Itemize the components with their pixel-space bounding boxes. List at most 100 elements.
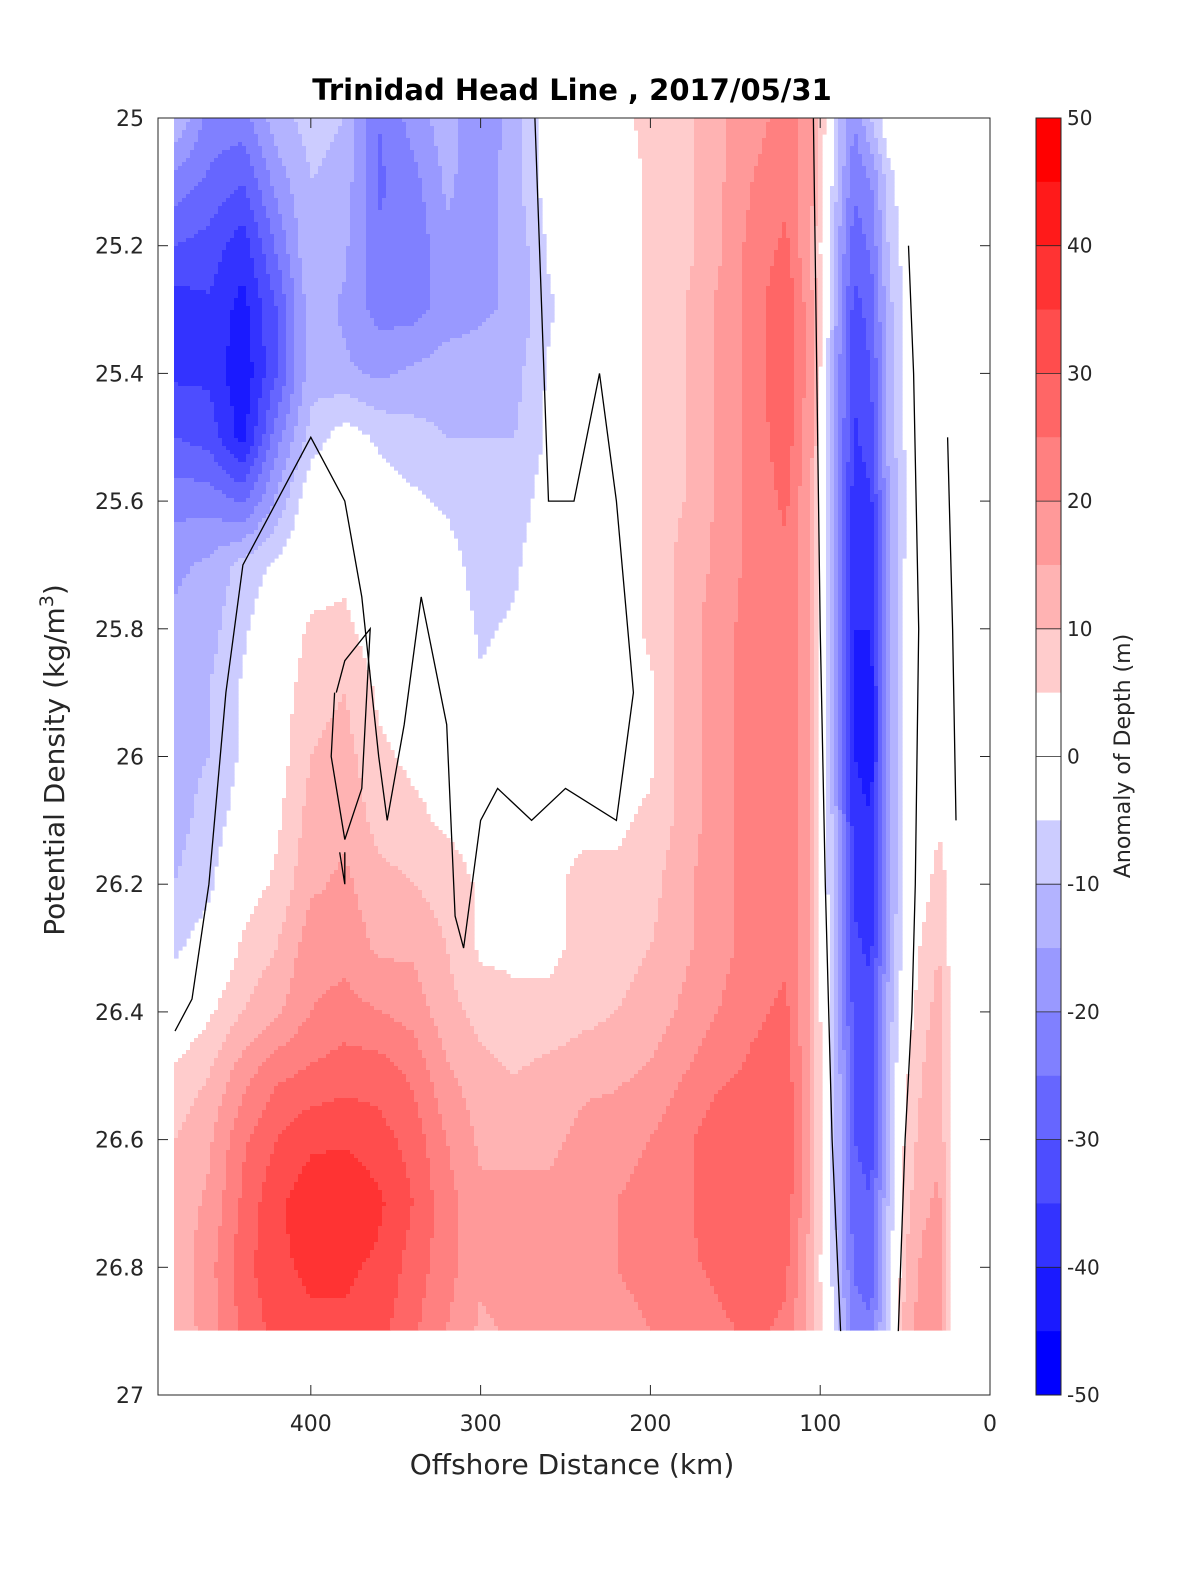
heat-cell bbox=[882, 546, 887, 551]
heat-cell bbox=[406, 130, 435, 135]
heat-cell bbox=[878, 742, 883, 747]
heat-cell bbox=[838, 770, 843, 775]
heat-cell bbox=[794, 278, 803, 283]
heat-cell bbox=[294, 382, 303, 387]
heat-cell bbox=[874, 510, 879, 515]
heat-cell bbox=[694, 242, 723, 247]
heat-cell bbox=[250, 162, 267, 167]
heat-cell bbox=[226, 378, 251, 383]
heat-cell bbox=[238, 142, 243, 147]
heat-cell bbox=[766, 410, 795, 415]
heat-cell bbox=[838, 702, 843, 707]
heat-cell bbox=[354, 134, 367, 139]
heat-cell bbox=[742, 442, 771, 447]
heat-cell bbox=[522, 378, 547, 383]
heat-cell bbox=[874, 538, 879, 543]
heat-cell bbox=[874, 286, 879, 291]
heat-cell bbox=[850, 738, 855, 743]
heat-cell bbox=[174, 642, 219, 647]
heat-cell bbox=[430, 286, 499, 291]
heat-cell bbox=[278, 150, 307, 155]
heat-cell bbox=[654, 722, 675, 727]
heat-cell bbox=[862, 314, 875, 319]
heat-cell bbox=[242, 142, 259, 147]
heat-cell bbox=[834, 470, 839, 475]
heat-cell bbox=[642, 226, 695, 231]
heat-cell bbox=[702, 722, 735, 727]
heat-cell bbox=[898, 534, 907, 539]
heat-cell bbox=[886, 370, 895, 375]
heat-cell bbox=[838, 486, 843, 491]
heat-cell bbox=[734, 826, 799, 831]
heat-cell bbox=[642, 162, 695, 167]
heat-cell bbox=[886, 750, 891, 755]
heat-cell bbox=[174, 218, 211, 223]
heat-cell bbox=[734, 694, 799, 699]
heat-cell bbox=[878, 186, 887, 191]
heat-cell bbox=[286, 354, 295, 359]
heat-cell bbox=[838, 286, 843, 291]
heat-cell bbox=[882, 646, 887, 651]
heat-cell bbox=[702, 714, 735, 719]
heat-cell bbox=[874, 778, 879, 783]
heat-cell bbox=[294, 210, 351, 215]
heat-cell bbox=[826, 674, 831, 679]
heat-cell bbox=[274, 530, 291, 535]
heat-cell bbox=[642, 610, 675, 615]
heat-cell bbox=[830, 322, 835, 327]
heat-cell bbox=[642, 178, 695, 183]
heat-cell bbox=[810, 254, 815, 259]
heat-cell bbox=[890, 486, 899, 491]
heat-cell bbox=[882, 230, 887, 235]
heat-cell bbox=[898, 558, 903, 563]
heat-cell bbox=[778, 242, 791, 247]
heat-cell bbox=[250, 466, 263, 471]
heat-cell bbox=[830, 566, 835, 571]
heat-cell bbox=[262, 378, 275, 383]
heat-cell bbox=[686, 418, 715, 423]
heat-cell bbox=[366, 306, 431, 311]
heat-cell bbox=[790, 474, 803, 479]
heat-cell bbox=[894, 342, 903, 347]
heat-cell bbox=[882, 794, 887, 799]
heat-cell bbox=[886, 290, 891, 295]
heat-cell bbox=[498, 274, 531, 279]
heat-cell bbox=[898, 458, 907, 463]
heat-cell bbox=[210, 754, 239, 759]
heat-cell bbox=[810, 478, 815, 483]
heat-cell bbox=[178, 166, 211, 171]
heat-cell bbox=[174, 498, 235, 503]
heat-cell bbox=[830, 394, 835, 399]
heat-cell bbox=[890, 282, 903, 287]
heat-cell bbox=[522, 130, 539, 135]
heat-cell bbox=[834, 446, 839, 451]
heat-cell bbox=[366, 170, 379, 175]
heat-cell bbox=[430, 274, 499, 279]
heat-cell bbox=[642, 570, 675, 575]
heat-cell bbox=[834, 578, 839, 583]
heat-cell bbox=[678, 534, 711, 539]
heat-cell bbox=[866, 126, 875, 131]
heat-cell bbox=[674, 670, 703, 675]
heat-cell bbox=[878, 246, 883, 251]
heat-cell bbox=[422, 186, 443, 191]
heat-cell bbox=[890, 762, 899, 767]
heat-cell bbox=[734, 722, 799, 727]
heat-cell bbox=[826, 550, 831, 555]
heat-cell bbox=[814, 510, 819, 515]
heat-cell bbox=[686, 434, 715, 439]
heat-cell bbox=[686, 326, 715, 331]
heat-cell bbox=[366, 818, 431, 823]
heat-cell bbox=[250, 406, 259, 411]
heat-cell bbox=[242, 538, 267, 543]
heat-cell bbox=[850, 322, 867, 327]
heat-cell bbox=[774, 482, 791, 487]
heat-cell bbox=[862, 458, 875, 463]
heat-cell bbox=[266, 166, 287, 171]
heat-cell bbox=[642, 302, 687, 307]
heat-cell bbox=[882, 170, 895, 175]
heat-cell bbox=[850, 178, 871, 183]
heat-cell bbox=[854, 662, 871, 667]
heat-cell bbox=[674, 774, 703, 779]
heat-cell bbox=[842, 754, 847, 759]
